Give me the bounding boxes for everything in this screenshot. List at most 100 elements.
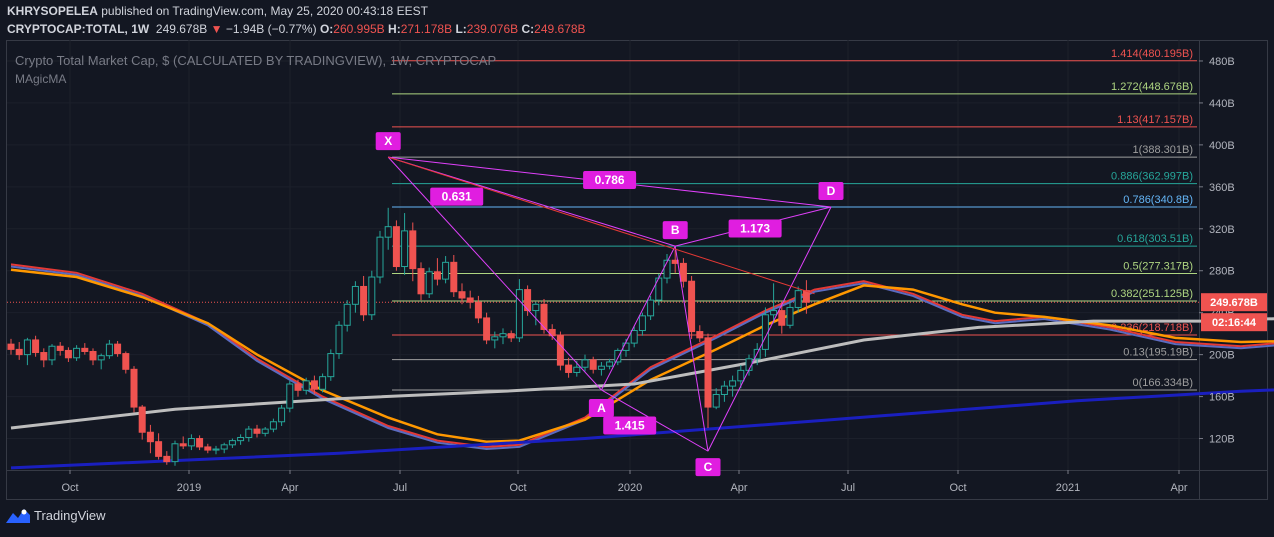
candle[interactable] [155, 433, 163, 460]
candle[interactable] [23, 337, 31, 366]
candle[interactable] [40, 348, 48, 368]
candle[interactable] [491, 331, 499, 349]
candle[interactable] [253, 424, 261, 438]
candle[interactable] [351, 281, 359, 313]
candle[interactable] [458, 283, 466, 305]
candle[interactable] [433, 258, 441, 286]
candle[interactable] [720, 380, 728, 402]
candle[interactable] [97, 353, 105, 370]
candle[interactable] [187, 434, 195, 451]
ma-red-line[interactable] [10, 263, 1274, 448]
candle[interactable] [228, 438, 236, 448]
candle[interactable] [220, 442, 228, 454]
candle[interactable] [679, 258, 687, 288]
candle[interactable] [524, 285, 532, 316]
candle[interactable] [392, 220, 400, 271]
candle[interactable] [770, 283, 778, 324]
candle[interactable] [163, 451, 171, 465]
candle[interactable] [384, 207, 392, 250]
pattern-point-x[interactable]: X [375, 132, 401, 151]
candle[interactable] [696, 325, 704, 343]
candle[interactable] [704, 333, 712, 429]
candle[interactable] [589, 356, 597, 374]
candle[interactable] [647, 295, 655, 321]
pattern-leg-cd[interactable] [707, 206, 832, 452]
candle[interactable] [712, 388, 720, 410]
candle[interactable] [89, 348, 97, 366]
candle[interactable] [737, 365, 745, 389]
candle[interactable] [294, 379, 302, 397]
candle[interactable] [245, 425, 253, 442]
candle[interactable] [556, 331, 564, 371]
candle[interactable] [261, 427, 269, 437]
candle[interactable] [450, 255, 458, 297]
trend-line[interactable] [388, 156, 815, 295]
candle[interactable] [327, 349, 335, 381]
candle[interactable] [376, 230, 384, 284]
candle[interactable] [114, 341, 122, 357]
footer-brand[interactable]: TradingView [6, 508, 106, 523]
candle[interactable] [425, 267, 433, 298]
pattern-point-a[interactable]: A [588, 398, 614, 417]
candle[interactable] [778, 302, 786, 334]
candle[interactable] [15, 342, 23, 360]
candle[interactable] [138, 404, 146, 440]
candle[interactable] [73, 345, 81, 361]
pattern-point-c[interactable]: C [695, 458, 721, 477]
candle[interactable] [499, 328, 507, 345]
candle[interactable] [179, 436, 187, 450]
pattern-point-b[interactable]: B [662, 221, 688, 240]
pattern-point-d[interactable]: D [818, 181, 844, 200]
candle[interactable] [237, 434, 245, 445]
symbol-label[interactable]: CRYPTOCAP:TOTAL, 1W [7, 22, 150, 36]
candle[interactable] [614, 348, 622, 366]
candle[interactable] [565, 357, 573, 378]
candle[interactable] [204, 443, 212, 454]
candle[interactable] [302, 377, 310, 395]
candle[interactable] [343, 300, 351, 332]
candle[interactable] [310, 375, 318, 395]
ratio-badge-bd[interactable]: 1.173 [728, 219, 782, 238]
candle[interactable] [688, 275, 696, 339]
candle[interactable] [794, 286, 802, 313]
candle[interactable] [597, 361, 605, 376]
candle[interactable] [474, 295, 482, 324]
candle[interactable] [515, 279, 523, 343]
candle[interactable] [417, 262, 425, 301]
pattern-leg-ab[interactable] [600, 245, 676, 391]
candle[interactable] [368, 270, 376, 321]
candle[interactable] [105, 339, 113, 359]
candle[interactable] [729, 375, 737, 397]
ratio-badge-ac[interactable]: 1.415 [603, 416, 657, 435]
candle[interactable] [32, 335, 40, 357]
candle[interactable] [581, 354, 589, 372]
candle[interactable] [630, 326, 638, 348]
candle[interactable] [64, 347, 72, 362]
candle[interactable] [786, 300, 794, 329]
pattern-leg-xa[interactable] [387, 156, 602, 391]
candle[interactable] [278, 404, 286, 426]
candle[interactable] [507, 330, 515, 343]
candle[interactable] [401, 213, 409, 275]
candle[interactable] [319, 373, 327, 393]
ma-navy-line[interactable] [10, 375, 1274, 470]
candle[interactable] [212, 445, 220, 455]
candle[interactable] [663, 253, 671, 284]
candle[interactable] [360, 275, 368, 322]
ratio-badge-xb[interactable]: 0.631 [430, 187, 484, 206]
candle[interactable] [146, 424, 154, 454]
candle[interactable] [466, 290, 474, 309]
candle[interactable] [335, 321, 343, 359]
candle[interactable] [81, 343, 89, 355]
candle[interactable] [122, 351, 130, 374]
candle[interactable] [540, 299, 548, 334]
candle[interactable] [606, 358, 614, 370]
candle[interactable] [56, 342, 64, 356]
ma-white-line[interactable] [10, 305, 1274, 430]
ratio-badge-xd[interactable]: 0.786 [583, 171, 637, 190]
candle[interactable] [442, 256, 450, 284]
candle[interactable] [409, 222, 417, 282]
candle[interactable] [7, 338, 15, 355]
chart-area[interactable]: 1.414(480.195B) 1.272(448.676B) 1.13(417.1… [0, 40, 1274, 504]
candle[interactable] [532, 302, 540, 326]
